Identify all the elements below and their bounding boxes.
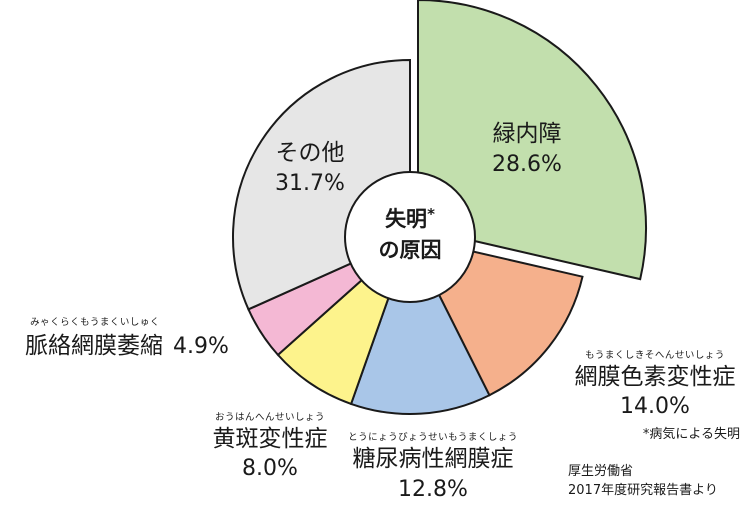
center-disc	[344, 171, 476, 303]
slice-ruby-macular: おうはんへんせいしょう	[215, 412, 325, 423]
slice-label-macular: 黄斑変性症	[213, 426, 328, 452]
slice-ruby-retinitis: もうまくしきそへんせいしょう	[585, 350, 725, 361]
pie-slices	[232, 0, 647, 415]
source-line-2: 2017年度研究報告書より	[568, 482, 718, 498]
slice-glaucoma	[417, 0, 647, 281]
slice-value-other: 31.7%	[275, 171, 345, 196]
slice-value-choroidal: 4.9%	[173, 334, 229, 359]
slice-value-macular: 8.0%	[242, 456, 298, 481]
slice-label-choroidal: 脈絡網膜萎縮	[25, 333, 163, 359]
slice-label-other: その他	[276, 140, 345, 166]
slice-value-retinitis: 14.0%	[620, 394, 690, 419]
center-title-line-2: の原因	[379, 238, 442, 262]
source-line-1: 厚生労働省	[568, 464, 633, 479]
slice-ruby-choroidal: みゃくらくもうまくいしゅく	[30, 317, 160, 328]
footnote: *病気による失明	[643, 426, 740, 442]
slice-label-diabetic: 糖尿病性網膜症	[353, 446, 514, 472]
slice-ruby-diabetic: とうにょうびょうせいもうまくしょう	[348, 432, 518, 443]
slice-value-diabetic: 12.8%	[398, 477, 468, 502]
slice-value-glaucoma: 28.6%	[492, 152, 562, 177]
center-title-line-1: 失明*	[385, 205, 435, 231]
slice-diabetic	[349, 234, 491, 415]
slice-label-retinitis: 網膜色素変性症	[575, 364, 736, 390]
slice-label-glaucoma: 緑内障	[493, 121, 562, 147]
